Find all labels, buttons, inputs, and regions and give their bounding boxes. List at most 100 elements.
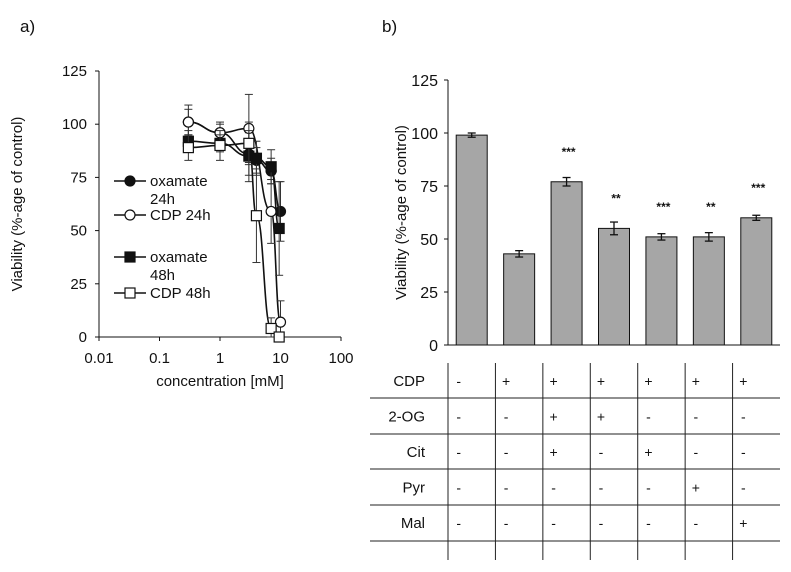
table-cell: + [739,373,747,389]
y-tick-label: 75 [70,169,87,186]
y-tick-label: 125 [411,73,438,90]
legend-marker [124,175,136,187]
significance-marker: *** [656,200,670,214]
x-tick-label: 1 [216,350,224,367]
series-line [188,121,282,323]
table-row-label: Mal [401,515,425,532]
data-point [182,142,194,154]
data-point [273,331,285,343]
table-row-label: Pyr [403,480,426,497]
significance-marker: ** [611,191,621,205]
table-cell: - [551,480,556,496]
table-cell: - [599,444,604,460]
bar-group [503,250,536,346]
bar-group: ** [598,191,630,346]
table-cell: + [644,373,652,389]
table-cell: - [504,408,509,424]
y-tick-label: 50 [70,223,87,240]
table-cell: - [599,515,604,531]
legend-entry: CDP 48h [114,285,211,302]
table-cell: - [646,480,651,496]
bar-group: ** [692,200,725,346]
legend-label: 48h [150,267,175,284]
panel-a-label: a) [20,17,35,36]
table-cell: - [504,444,509,460]
significance-marker: ** [706,200,716,214]
table-cell: + [549,373,557,389]
panel-a-x-axis-label: concentration [mM] [156,373,284,390]
table-cell: - [646,515,651,531]
bar [503,253,536,346]
y-tick-label: 25 [420,285,438,302]
table-cell: - [741,408,746,424]
table-cell: - [456,480,461,496]
legend-marker [124,287,136,299]
legend-entry: CDP 24h [114,207,211,224]
panel-b-bars: ******** ***** [455,132,773,346]
y-tick-label: 0 [79,329,87,346]
data-point [265,161,277,173]
x-tick-label: 0.01 [84,350,113,367]
table-row-label: CDP [393,373,425,390]
panel-a-line-chart: a) Viability (%-age of control) concentr… [9,17,354,390]
y-tick-label: 100 [62,116,87,133]
legend-label: CDP 48h [150,285,211,302]
panel-a-series [182,93,287,343]
data-point [250,210,263,222]
table-cell: - [504,480,509,496]
table-row-label: Cit [407,444,426,461]
table-cell: + [644,444,652,460]
data-point [250,152,263,164]
bar-group: *** [645,200,678,346]
table-cell: - [741,480,746,496]
x-tick-label: 0.1 [149,350,170,367]
table-cell: - [456,373,461,389]
series-cdp-48h [182,121,285,343]
table-cell: - [646,408,651,424]
legend-marker [124,251,136,263]
significance-marker: *** [562,145,576,159]
table-cell: - [741,444,746,460]
table-cell: + [692,480,700,496]
table-cell: - [504,515,509,531]
table-cell: + [549,444,557,460]
panel-b-label: b) [382,17,397,36]
panel-b-bar-chart: b) Viability (%-age of control) 0 25 50 75 1… [370,17,780,560]
x-tick-label: 100 [328,350,353,367]
data-point [214,139,226,152]
table-cell: + [597,373,605,389]
table-cell: + [692,373,700,389]
table-cell: - [694,444,699,460]
y-tick-label: 25 [70,276,87,293]
data-point [274,316,287,328]
legend-marker [124,209,136,221]
table-cell: + [739,515,747,531]
bar [550,181,583,346]
y-tick-label: 75 [420,179,438,196]
data-point [273,222,285,235]
panel-a-axes: 0 25 50 75 100 125 0.01 0.1 1 10 100 [62,63,354,367]
y-tick-label: 0 [429,338,438,355]
panel-a-y-axis-label: Viability (%-age of control) [9,117,26,292]
table-cell: + [502,373,510,389]
table-cell: - [694,408,699,424]
bar [455,134,488,346]
data-point [265,322,277,335]
bar [692,236,725,346]
legend-label: 24h [150,191,175,208]
table-row-label: 2-OG [388,408,425,425]
table-cell: + [549,408,557,424]
data-point [243,137,255,149]
significance-marker: *** [751,181,765,195]
bar-group [455,132,488,346]
legend-label: oxamate [150,173,208,190]
data-point [182,116,194,128]
y-tick-label: 100 [411,126,438,143]
table-cell: - [456,515,461,531]
bar [740,217,773,346]
bar-group: *** [740,181,773,346]
